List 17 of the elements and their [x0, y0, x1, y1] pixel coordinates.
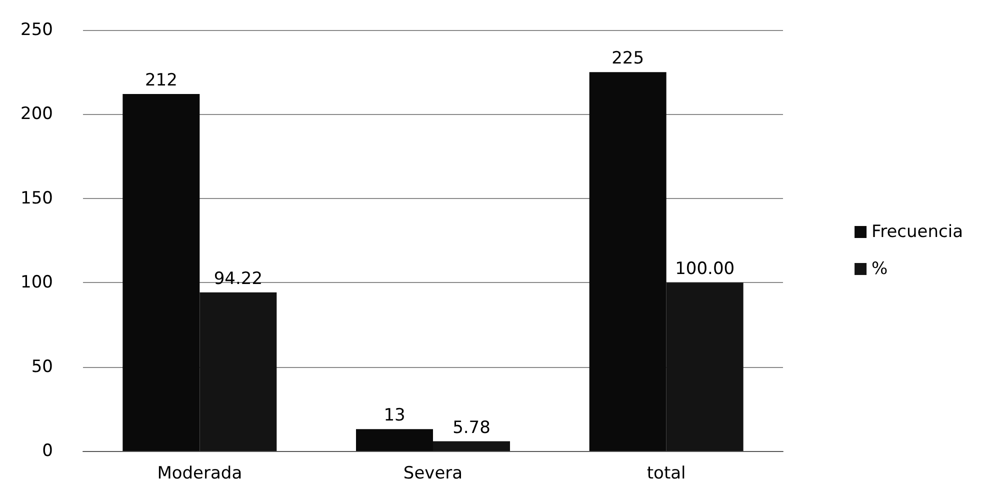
y-tick-label: 150: [20, 188, 53, 208]
y-tick-label: 50: [31, 356, 53, 377]
data-label: 5.78: [452, 418, 490, 438]
y-tick-label: 250: [20, 20, 53, 40]
y-tick-label: 100: [20, 272, 53, 293]
data-label: 94.22: [214, 268, 263, 289]
y-tick-label: 0: [42, 441, 53, 461]
data-label: 212: [144, 70, 178, 90]
data-label: 100.00: [675, 259, 735, 280]
legend-label: Frecuencia: [872, 222, 964, 242]
legend-label: %: [872, 259, 888, 279]
data-label: 225: [612, 48, 644, 69]
x-tick-label: Severa: [403, 464, 463, 484]
y-tick-label: 200: [20, 104, 53, 124]
x-tick-label: Moderada: [157, 464, 242, 484]
x-tick-label: total: [646, 464, 686, 484]
data-label: 13: [384, 406, 406, 426]
